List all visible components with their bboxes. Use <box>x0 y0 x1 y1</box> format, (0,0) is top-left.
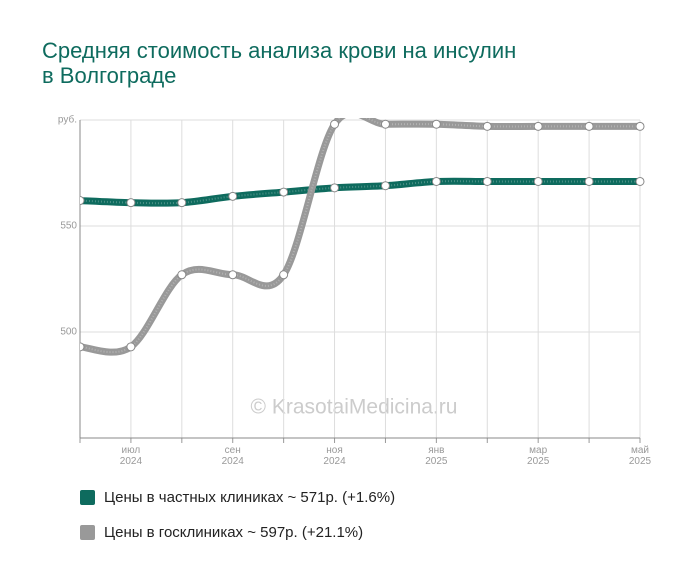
legend-swatch <box>80 490 95 505</box>
x-tick-label: май 2025 <box>629 445 652 467</box>
x-tick-label: ноя 2024 <box>323 445 346 467</box>
legend-label: Цены в госклиниках ~ 597р. (+21.1%) <box>104 524 363 541</box>
data-point <box>482 176 492 186</box>
data-point <box>80 196 85 206</box>
data-point <box>279 187 289 197</box>
data-point <box>126 342 136 352</box>
series-line <box>80 118 644 356</box>
data-point <box>584 121 594 131</box>
data-point <box>482 121 492 131</box>
data-point <box>330 119 340 129</box>
data-point <box>431 176 441 186</box>
data-point <box>228 191 238 201</box>
data-point <box>533 176 543 186</box>
legend-label: Цены в частных клиниках ~ 571р. (+1.6%) <box>104 489 395 506</box>
data-point <box>584 176 594 186</box>
data-point <box>635 121 645 131</box>
data-point <box>431 119 441 129</box>
x-tick-label: мар 2025 <box>527 445 550 467</box>
watermark: © KrasotaiMedicina.ru <box>251 396 458 419</box>
plot <box>80 118 645 356</box>
data-point <box>279 270 289 280</box>
legend-swatch <box>80 525 95 540</box>
x-tick-label: янв 2025 <box>425 445 448 467</box>
data-point <box>533 121 543 131</box>
x-tick-label: сен 2024 <box>222 445 245 467</box>
data-point <box>80 342 85 352</box>
chart-title: в Волгограде <box>42 63 176 88</box>
y-tick-label: руб. <box>58 114 77 126</box>
series-line-highlight <box>80 118 640 354</box>
data-point <box>126 198 136 208</box>
data-point <box>380 119 390 129</box>
y-tick-label: 550 <box>60 221 77 232</box>
y-tick-label: 500 <box>60 327 77 338</box>
data-point <box>635 176 645 186</box>
data-point <box>177 270 187 280</box>
data-point <box>330 183 340 193</box>
data-point <box>228 270 238 280</box>
chart-title: Средняя стоимость анализа крови на инсул… <box>42 38 516 63</box>
data-point <box>380 181 390 191</box>
data-point <box>177 198 187 208</box>
series-line <box>80 177 644 207</box>
x-tick-label: июл 2024 <box>120 445 143 467</box>
